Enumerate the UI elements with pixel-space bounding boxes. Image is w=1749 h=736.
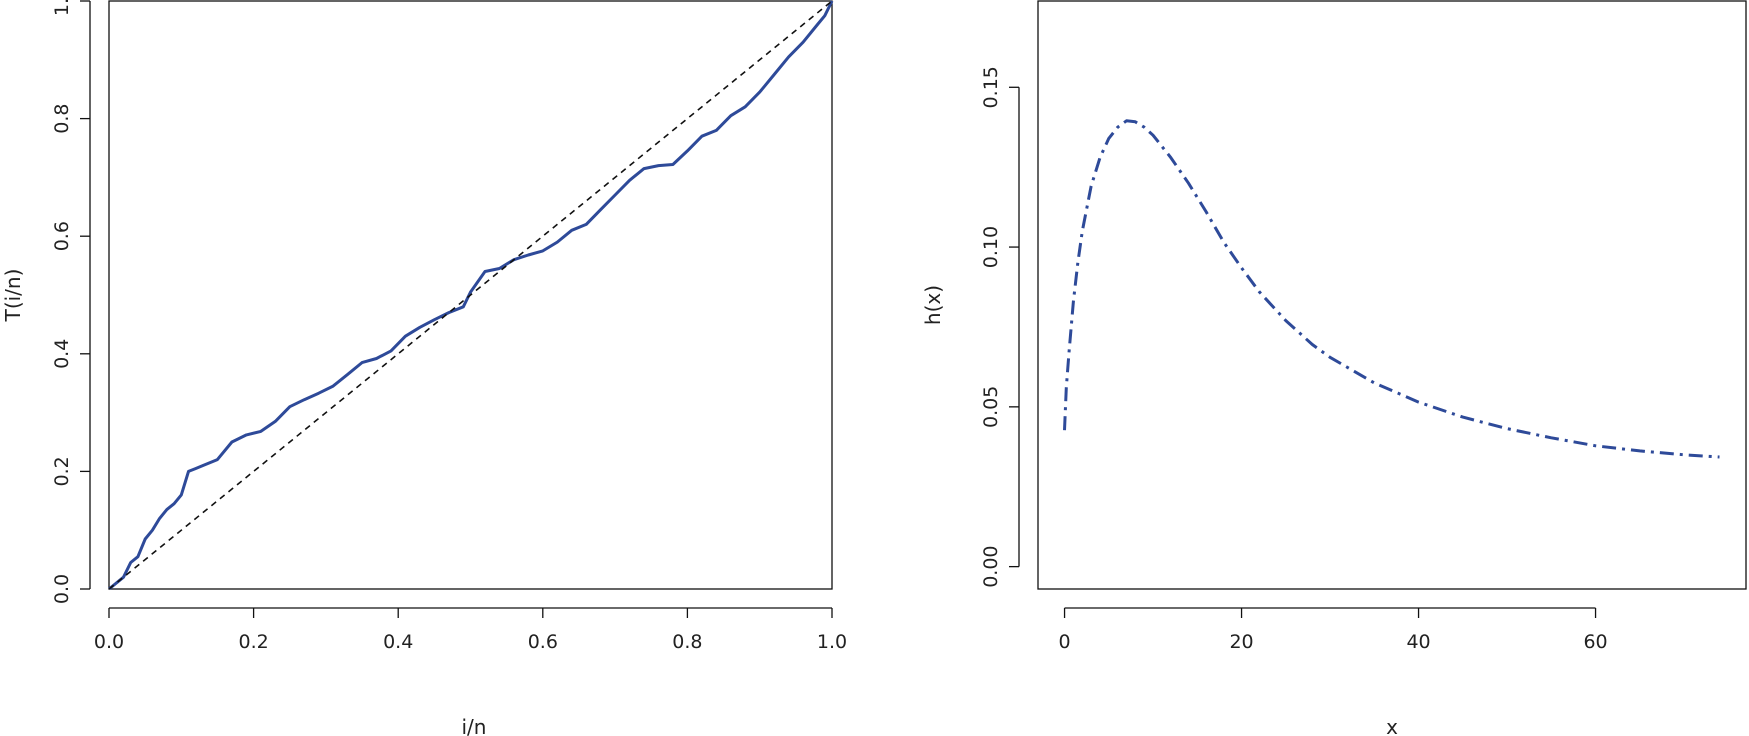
right-x-tick-label: 20 [1229,631,1253,653]
right-x-tick-label: 0 [1059,631,1071,653]
right-chart-panel: 0 20 40 60 0.00 0.05 0.10 0.15 x h(x) [921,0,1747,736]
left-y-tick-label: 0.4 [51,339,73,369]
left-y-tick-label: 1.0 [51,0,73,16]
right-x-axis-title: x [1386,715,1398,736]
right-y-tick-label: 0.10 [980,226,1002,268]
left-reference-line-dashed [108,0,833,590]
right-y-axis-title: h(x) [921,285,945,325]
left-x-tick-label: 0.6 [528,631,558,653]
left-x-tick-label: 0.8 [672,631,702,653]
left-x-axis: 0.0 0.2 0.4 0.6 0.8 1.0 [94,607,847,653]
left-x-axis-title: i/n [462,715,487,736]
right-series-group [1063,119,1720,459]
right-series-line-dashdot [1063,119,1720,459]
right-y-tick-label: 0.05 [980,386,1002,428]
left-x-tick-label: 0.2 [238,631,268,653]
left-y-axis: 0.0 0.2 0.4 0.6 0.8 1.0 [51,0,91,604]
right-y-axis: 0.00 0.05 0.10 0.15 [980,66,1020,588]
right-x-tick-label: 40 [1406,631,1430,653]
left-y-tick-label: 0.8 [51,103,73,133]
right-y-tick-label: 0.15 [980,66,1002,108]
left-y-tick-label: 0.6 [51,221,73,251]
left-x-tick-label: 0.0 [94,631,124,653]
left-x-tick-label: 1.0 [817,631,847,653]
left-plot-frame [108,0,833,590]
right-y-tick-label: 0.00 [980,545,1002,587]
left-y-tick-label: 0.2 [51,456,73,486]
left-series-group [108,0,834,591]
left-y-tick-label: 0.0 [51,574,73,604]
right-plot-frame [1037,0,1747,590]
right-x-axis: 0 20 40 60 [1059,607,1608,653]
left-y-axis-title: T(i/n) [1,269,25,323]
left-series-line-solid [108,0,834,591]
right-x-tick-label: 60 [1583,631,1607,653]
left-chart-panel: 0.0 0.2 0.4 0.6 0.8 1.0 0.0 0.2 0.4 0.6 0.8 1.0 i/… [1,0,847,736]
left-x-tick-label: 0.4 [383,631,413,653]
